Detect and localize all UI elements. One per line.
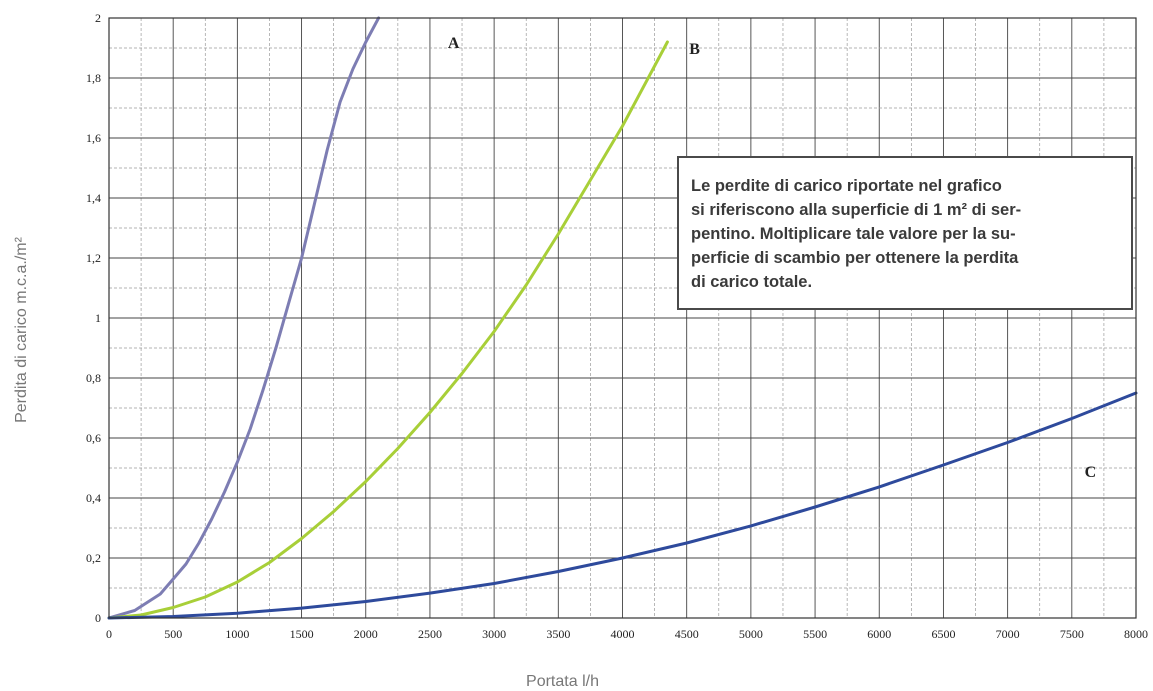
y-tick-label: 0,6 [86,431,101,445]
x-tick-label: 5000 [739,627,763,641]
x-tick-label: 4500 [675,627,699,641]
y-tick-label: 0,2 [86,551,101,565]
series-line-c [107,391,1138,620]
x-tick-label: 1500 [290,627,314,641]
series-lines [107,16,1138,620]
grid [108,17,1137,619]
x-tick-label: 500 [164,627,182,641]
series-line-b [107,40,669,620]
x-tick-label: 6000 [867,627,891,641]
x-tick-label: 7500 [1060,627,1084,641]
x-tick-label: 3000 [482,627,506,641]
plot-frame [108,17,1137,619]
x-tick-label: 8000 [1124,627,1148,641]
x-tick-label: 0 [106,627,112,641]
x-tick-label: 6500 [931,627,955,641]
note-line: Le perdite di carico riportate nel grafi… [691,177,1002,195]
y-tick-label: 0,4 [86,491,101,505]
x-tick-label: 1000 [225,627,249,641]
y-axis-label: Perdita di carico m.c.a./m² [13,236,30,423]
series-label-b: B [689,41,700,58]
note-line: di carico totale. [691,273,813,291]
note-line: pentino. Moltiplicare tale valore per la… [691,225,1016,243]
x-tick-label: 5500 [803,627,827,641]
y-tick-label: 2 [95,11,101,25]
y-tick-label: 0 [95,611,101,625]
y-tick-label: 0,8 [86,371,101,385]
x-tick-label: 2500 [418,627,442,641]
x-tick-label: 4000 [611,627,635,641]
series-line-a [107,16,381,620]
y-tick-labels: 0 0,2 0,4 0,6 0,8 1 1,2 1,4 1,6 1,8 2 [86,11,101,625]
x-tick-labels: 0 500 1000 1500 2000 2500 3000 3500 4000 4500 5000… [106,627,1148,641]
x-tick-label: 2000 [354,627,378,641]
note-line: perficie di scambio per ottenere la perd… [691,249,1019,267]
x-tick-label: 3500 [546,627,570,641]
y-tick-label: 1,6 [86,131,101,145]
series-label-a: A [448,35,460,52]
x-tick-label: 7000 [996,627,1020,641]
series-label-c: C [1085,464,1097,481]
y-tick-label: 1 [95,311,101,325]
x-axis-label: Portata l/h [526,673,599,690]
y-tick-label: 1,4 [86,191,101,205]
note-box: Le perdite di carico riportate nel grafi… [677,156,1133,310]
note-line: si riferiscono alla superficie di 1 m² d… [691,201,1022,219]
y-tick-label: 1,8 [86,71,101,85]
y-tick-label: 1,2 [86,251,101,265]
